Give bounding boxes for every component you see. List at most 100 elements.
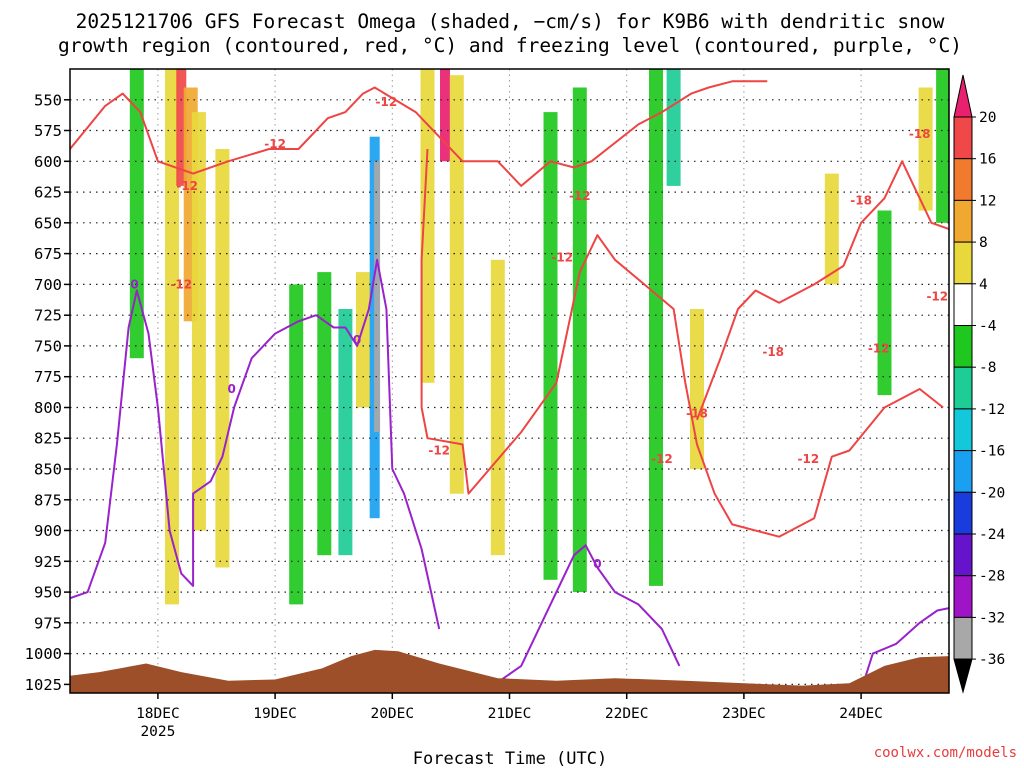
contour-label-16: 0 xyxy=(228,382,236,396)
colorbar-label-5: -4 xyxy=(979,319,997,335)
omega-band-19 xyxy=(666,69,681,186)
colorbar-segment-8 xyxy=(953,450,973,493)
colorbar-label-2: 12 xyxy=(979,193,996,209)
contour-label-5: -12 xyxy=(569,189,591,203)
omega-band-2 xyxy=(176,69,187,186)
y-tick-label-875: 875 xyxy=(34,491,62,509)
y-tick-label-650: 650 xyxy=(34,214,62,232)
contour-label-3: -12 xyxy=(170,277,192,291)
terrain-layer xyxy=(70,649,949,693)
contour-label-0: -12 xyxy=(176,179,198,193)
contour-label-4: -12 xyxy=(428,444,450,458)
x-tick-label-18DEC: 18DEC xyxy=(136,706,180,722)
colorbar-label-9: -20 xyxy=(979,485,1005,501)
colorbar-segment-5 xyxy=(953,325,973,368)
contour-label-6: -12 xyxy=(551,250,573,264)
freezing-contour-2 xyxy=(860,607,949,691)
contour-label-12: -12 xyxy=(868,341,890,355)
y-tick-label-825: 825 xyxy=(34,430,62,448)
contour-label-14: -12 xyxy=(926,290,948,304)
omega-band-22 xyxy=(877,210,892,396)
colorbar-label-11: -28 xyxy=(979,569,1005,585)
freezing-contour-0 xyxy=(70,258,441,630)
contour-label-9: -18 xyxy=(762,345,784,359)
y-tick-label-900: 900 xyxy=(34,522,62,540)
colorbar-segment-9 xyxy=(953,491,973,535)
x-tick-label-21DEC: 21DEC xyxy=(488,706,532,722)
x-tick-sublabel-18DEC: 2025 xyxy=(140,724,175,740)
chart-title-line-1: 2025121706 GFS Forecast Omega (shaded, −… xyxy=(76,10,945,33)
chart-title-line-2: growth region (contoured, red, °C) and f… xyxy=(58,34,962,57)
omega-band-14 xyxy=(449,75,464,494)
dgz-contour-1 xyxy=(420,148,944,538)
contour-layer xyxy=(70,80,949,692)
omega-band-24 xyxy=(936,69,949,223)
freezing-contour-1 xyxy=(485,544,681,692)
y-tick-label-600: 600 xyxy=(34,153,62,171)
contour-label-11: -18 xyxy=(850,194,872,208)
omega-band-16 xyxy=(543,112,558,580)
x-tick-label-20DEC: 20DEC xyxy=(370,706,414,722)
contour-label-2: -12 xyxy=(376,95,398,109)
contour-label-13: -18 xyxy=(909,127,931,141)
colorbar-top-arrow xyxy=(953,74,973,118)
omega-band-15 xyxy=(490,259,505,556)
y-tick-label-1025: 1025 xyxy=(25,676,62,694)
contour-label-10: -12 xyxy=(798,452,820,466)
y-tick-label-950: 950 xyxy=(34,584,62,602)
omega-band-13 xyxy=(440,69,450,162)
x-tick-label-23DEC: 23DEC xyxy=(722,706,766,722)
omega-band-7 xyxy=(317,272,332,556)
colorbar-segment-10 xyxy=(953,533,973,577)
x-tick-label-24DEC: 24DEC xyxy=(839,706,883,722)
omega-band-6 xyxy=(289,284,304,605)
colorbar-segment-11 xyxy=(953,575,973,618)
omega-band-8 xyxy=(338,309,353,556)
colorbar-segment-0 xyxy=(953,116,973,160)
contour-label-17: 0 xyxy=(353,333,361,347)
colorbar-segment-7 xyxy=(953,408,973,452)
contour-label-8: -12 xyxy=(651,452,673,466)
x-tick-label-22DEC: 22DEC xyxy=(605,706,649,722)
omega-band-5 xyxy=(215,149,230,568)
x-axis-label: Forecast Time (UTC) xyxy=(413,749,607,768)
colorbar-segment-2 xyxy=(953,199,973,243)
colorbar-segment-1 xyxy=(953,158,973,201)
y-tick-label-575: 575 xyxy=(34,122,62,140)
omega-band-4 xyxy=(191,112,206,531)
contour-label-1: -12 xyxy=(264,137,286,151)
terrain-surface xyxy=(70,649,949,693)
colorbar-label-10: -24 xyxy=(979,527,1005,543)
contour-label-layer: -12 -12 -12 -12 -12 -12 -12 -18 -12 -18 -12 -18 -12 -… xyxy=(130,95,948,571)
dgz-contour-2 xyxy=(696,160,949,421)
contour-label-7: -18 xyxy=(686,407,708,421)
colorbar-label-1: 16 xyxy=(979,152,996,168)
colorbar-label-6: -8 xyxy=(979,360,996,376)
colorbar-label-8: -16 xyxy=(979,444,1005,460)
y-tick-label-925: 925 xyxy=(34,553,62,571)
colorbar-segment-3 xyxy=(953,241,973,285)
contour-label-18: 0 xyxy=(593,557,601,571)
colorbar-label-0: 20 xyxy=(979,110,996,126)
y-tick-label-700: 700 xyxy=(34,276,62,294)
omega-band-18 xyxy=(649,69,663,586)
colorbar-segment-6 xyxy=(953,366,973,410)
y-tick-label-675: 675 xyxy=(34,245,62,263)
omega-band-17 xyxy=(572,87,587,593)
colorbar-segment-4 xyxy=(953,283,973,326)
dgz-contour-0 xyxy=(70,80,768,187)
colorbar-label-12: -32 xyxy=(979,610,1005,626)
y-tick-label-975: 975 xyxy=(34,614,62,632)
credit-text: coolwx.com/models xyxy=(874,745,1017,761)
y-tick-label-850: 850 xyxy=(34,461,62,479)
omega-band-11 xyxy=(374,161,381,433)
omega-band-9 xyxy=(356,272,370,408)
y-tick-label-750: 750 xyxy=(34,337,62,355)
x-tick-label-19DEC: 19DEC xyxy=(253,706,297,722)
y-axis: 550 575 600 625 650 675 700 725 750 775 800 825 850 8… xyxy=(25,91,70,694)
y-tick-label-800: 800 xyxy=(34,399,62,417)
y-tick-label-1000: 1000 xyxy=(25,645,62,663)
y-tick-label-625: 625 xyxy=(34,184,62,202)
y-tick-label-550: 550 xyxy=(34,91,62,109)
